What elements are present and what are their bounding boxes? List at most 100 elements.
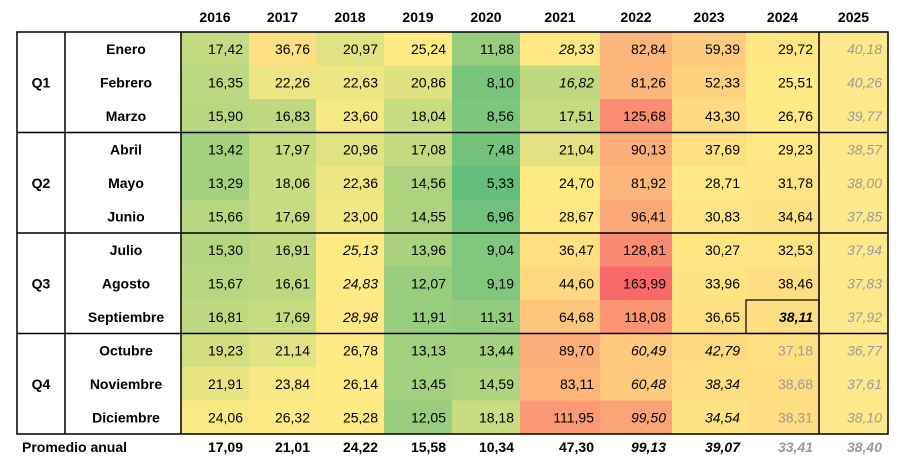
value-label: 16,82 [559, 74, 594, 90]
heat-cell [452, 266, 520, 300]
value-label: 16,61 [275, 275, 310, 291]
heat-cell [249, 400, 316, 434]
year-header-2016: 2016 [199, 9, 230, 25]
heat-cell [746, 166, 819, 200]
table-text: 2016 2017 2018 2019 2020 2021 2022 2023 2024 2025… [22, 9, 883, 455]
heat-cell [600, 99, 672, 133]
heat-cell [819, 333, 888, 367]
value-label: 42,79 [705, 342, 740, 358]
heat-cell [452, 32, 520, 66]
heat-cell [746, 266, 819, 300]
heat-cell [384, 400, 452, 434]
value-label: 24,06 [208, 409, 243, 425]
heat-cell [452, 99, 520, 133]
value-label: 28,71 [705, 175, 740, 191]
quarter-label-q2: Q2 [32, 175, 51, 191]
value-label: 26,32 [275, 409, 310, 425]
heat-cell [819, 132, 888, 166]
value-label: 38,11 [779, 309, 813, 325]
month-label-enero: Enero [106, 41, 146, 57]
value-label: 60,49 [631, 342, 666, 358]
summary-value-2019: 15,58 [411, 439, 446, 455]
summary-value-2016: 17,09 [208, 439, 243, 455]
heat-cell [181, 65, 249, 99]
heat-cell [316, 166, 384, 200]
value-label: 38,34 [705, 376, 740, 392]
heat-cell [600, 199, 672, 233]
heat-cell [520, 266, 600, 300]
value-label: 83,11 [560, 376, 594, 392]
value-label: 16,81 [208, 309, 243, 325]
heat-cell [672, 367, 746, 401]
value-label: 18,18 [479, 409, 514, 425]
month-label-septiembre: Septiembre [88, 309, 164, 325]
heat-cell [181, 132, 249, 166]
value-label: 13,45 [411, 376, 446, 392]
value-label: 13,13 [411, 342, 446, 358]
heat-cell [819, 199, 888, 233]
value-label: 15,67 [208, 275, 243, 291]
value-label: 37,85 [847, 208, 882, 224]
value-label: 17,08 [411, 141, 446, 157]
heat-cell [452, 199, 520, 233]
value-label: 37,18 [778, 342, 813, 358]
heat-cell [316, 333, 384, 367]
heat-cell [520, 199, 600, 233]
value-label: 163,99 [623, 275, 666, 291]
heat-cell [746, 367, 819, 401]
value-label: 17,51 [559, 108, 594, 124]
year-header-2017: 2017 [267, 9, 298, 25]
quarter-label-q1: Q1 [32, 74, 51, 90]
highlighted-cell-border [745, 299, 820, 335]
heat-cell [181, 300, 249, 334]
value-label: 37,69 [705, 141, 740, 157]
value-label: 36,47 [559, 242, 594, 258]
heat-cell [249, 99, 316, 133]
year-header-2018: 2018 [334, 9, 365, 25]
heat-cell [672, 32, 746, 66]
heat-cell [249, 333, 316, 367]
heat-cell [520, 333, 600, 367]
value-label: 22,63 [343, 74, 378, 90]
heat-cell [672, 233, 746, 267]
value-label: 38,46 [778, 275, 813, 291]
year-header-2023: 2023 [693, 9, 724, 25]
month-label-diciembre: Diciembre [92, 409, 160, 425]
value-label: 38,31 [778, 409, 813, 425]
heat-cell [600, 65, 672, 99]
value-label: 11,91 [412, 309, 446, 325]
heat-cell [520, 300, 600, 334]
heat-cell [672, 333, 746, 367]
heat-cell [672, 199, 746, 233]
heat-cell [316, 266, 384, 300]
value-label: 19,23 [208, 342, 243, 358]
heat-cell [249, 132, 316, 166]
value-label: 22,36 [343, 175, 378, 191]
heat-cell [600, 32, 672, 66]
value-label: 9,04 [487, 242, 514, 258]
value-label: 11,31 [480, 309, 514, 325]
heat-cell [316, 367, 384, 401]
heat-cell [316, 233, 384, 267]
value-label: 59,39 [705, 41, 740, 57]
value-label: 125,68 [623, 108, 666, 124]
value-label: 20,86 [411, 74, 446, 90]
heat-cell [249, 266, 316, 300]
value-label: 38,00 [847, 175, 882, 191]
heat-cell [672, 132, 746, 166]
heat-cell [316, 32, 384, 66]
month-label-octubre: Octubre [99, 342, 153, 358]
heat-cell [672, 65, 746, 99]
heat-cell [819, 65, 888, 99]
month-label-junio: Junio [107, 208, 144, 224]
value-label: 23,00 [343, 208, 378, 224]
heat-cell [600, 132, 672, 166]
value-label: 82,84 [631, 41, 666, 57]
value-label: 111,95 [553, 409, 594, 425]
value-label: 18,06 [275, 175, 310, 191]
value-label: 28,98 [342, 309, 378, 325]
month-label-noviembre: Noviembre [90, 376, 163, 392]
value-label: 30,83 [705, 208, 740, 224]
heat-cell [384, 333, 452, 367]
